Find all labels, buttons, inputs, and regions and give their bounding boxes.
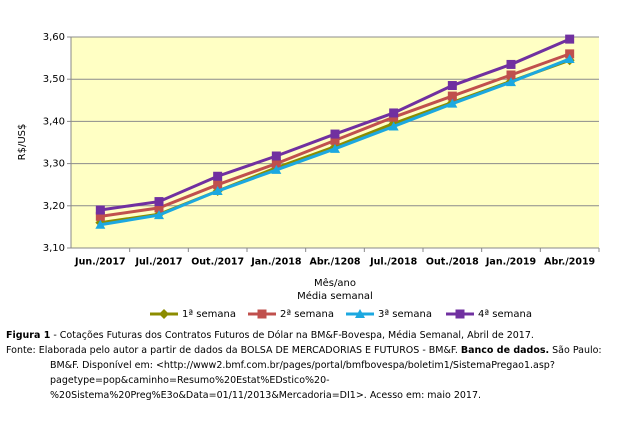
source: Fonte: Elaborada pelo autor a partir de … <box>6 343 612 403</box>
marker <box>455 309 465 319</box>
marker <box>95 219 106 229</box>
marker <box>506 70 516 80</box>
x-axis-title: Mês/ano <box>314 277 356 289</box>
x-tick-label: Abr./2019 <box>544 257 595 268</box>
y-tick-label: 3,10 <box>43 243 65 254</box>
marker <box>330 135 340 145</box>
marker <box>154 210 164 220</box>
marker <box>388 121 399 131</box>
legend-label: 2ª semana <box>280 309 334 320</box>
y-tick-label: 3,60 <box>43 32 65 43</box>
marker <box>213 180 223 190</box>
marker <box>330 129 340 139</box>
marker <box>447 98 458 108</box>
source-rest: São Paulo: BM&F. Disponível em: <http://… <box>50 345 602 401</box>
x-tick-label: Jan./2019 <box>485 257 536 268</box>
marker <box>565 34 575 44</box>
marker <box>330 143 340 153</box>
figure-label: Figura 1 <box>6 330 51 341</box>
legend-label: 4ª semana <box>478 309 532 320</box>
y-axis-title: R$/US$ <box>17 124 28 161</box>
y-tick-label: 3,50 <box>43 74 65 85</box>
y-tick-label: 3,40 <box>43 116 65 127</box>
x-tick-label: Jul./2018 <box>369 257 417 268</box>
x-tick-label: Jun./2017 <box>74 257 126 268</box>
source-label: Fonte: <box>6 345 36 356</box>
marker <box>95 205 105 215</box>
legend-label: 1ª semana <box>182 309 236 320</box>
x-tick-label: Out./2017 <box>191 257 244 268</box>
marker <box>213 171 223 181</box>
marker <box>271 159 281 169</box>
marker <box>564 53 575 63</box>
source-text: Elaborada pelo autor a partir de dados d… <box>35 345 461 356</box>
marker <box>95 211 105 221</box>
x-tick-label: Jul./2017 <box>134 257 182 268</box>
marker <box>271 151 281 161</box>
marker <box>389 108 399 118</box>
marker <box>447 81 457 91</box>
marker <box>355 309 365 318</box>
x-tick-label: Abr./1208 <box>309 257 360 268</box>
x-tick-label: Out./2018 <box>426 257 479 268</box>
subtitle: Média semanal <box>297 290 373 302</box>
source-bold: Banco de dados. <box>460 345 550 356</box>
figure-caption: Figura 1 - Cotações Futuras dos Contrato… <box>6 328 612 343</box>
marker <box>506 77 516 87</box>
marker <box>506 59 516 69</box>
marker <box>159 309 169 319</box>
chart: R$/US$ Mês/ano Média semanal 3,10 3,20 3,3… <box>17 32 600 320</box>
figure-text: - Cotações Futuras dos Contratos Futuros… <box>50 330 534 341</box>
marker <box>154 197 164 207</box>
y-tick-label: 3,20 <box>43 201 65 212</box>
x-tick-label: Jan./2018 <box>250 257 302 268</box>
y-tick-label: 3,30 <box>43 159 65 170</box>
caption: Figura 1 - Cotações Futuras dos Contrato… <box>6 328 612 403</box>
marker <box>447 91 457 101</box>
legend-label: 3ª semana <box>378 309 432 320</box>
marker <box>257 309 267 319</box>
marker <box>565 49 575 59</box>
marker <box>271 164 282 174</box>
marker <box>154 203 164 213</box>
marker <box>212 186 223 196</box>
